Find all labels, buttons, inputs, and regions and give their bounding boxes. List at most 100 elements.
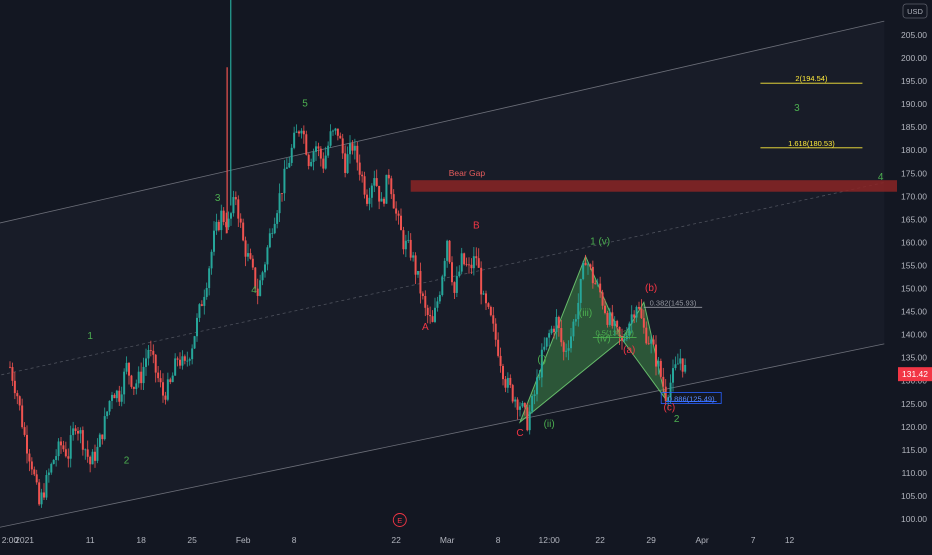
candle-body (594, 283, 597, 285)
candle-body (84, 449, 87, 451)
candle-body (536, 377, 538, 395)
candle-body (509, 377, 512, 386)
candle-body (674, 364, 677, 369)
price-tick-label: 205.00 (901, 30, 927, 40)
wave-label: (ii) (544, 419, 555, 430)
candle-body (79, 430, 82, 434)
candle-body (193, 336, 196, 349)
candle-body (596, 283, 599, 285)
candle-body (468, 264, 470, 266)
candle-body (555, 316, 558, 333)
candle-body (414, 255, 417, 275)
candle-body (436, 301, 439, 308)
candle-body (317, 146, 320, 149)
candle-body (589, 264, 592, 267)
candle-body (419, 271, 422, 294)
candle-body (650, 339, 653, 344)
candle-body (460, 253, 463, 272)
candle-body (485, 293, 487, 304)
candle-body (290, 147, 293, 163)
candle-body (480, 267, 483, 295)
fib-label: 0.382(145.93) (650, 298, 697, 307)
price-tick-label: 110.00 (902, 468, 928, 478)
wave-label: (a) (623, 345, 635, 356)
candle-body (523, 403, 526, 408)
candle-body (368, 197, 371, 204)
candle-body (137, 371, 140, 384)
candle-body (672, 368, 674, 383)
time-tick-label: Mar (440, 535, 455, 545)
candle-body (120, 394, 123, 402)
price-tick-label: 150.00 (901, 284, 927, 294)
time-tick-label: 2021 (15, 535, 34, 545)
wave-label: (b) (645, 283, 657, 294)
candle-body (647, 343, 650, 345)
currency-badge (902, 3, 928, 19)
candle-body (579, 279, 582, 303)
wave-label: 4 (878, 172, 884, 183)
bear-gap-rect (410, 180, 897, 192)
price-tick-label: 170.00 (901, 191, 927, 201)
candle-body (50, 463, 53, 473)
candle-body (492, 315, 495, 324)
price-tick-label: 180.00 (901, 145, 927, 155)
wave-label: 3 (215, 193, 221, 204)
candle-body (363, 176, 366, 195)
time-tick-label: Apr (696, 535, 709, 545)
candle-body (504, 379, 507, 388)
candle-body (152, 350, 155, 355)
price-axis[interactable]: 205.00 200.00 195.00 190.00 185.00 180.00 175.… (897, 0, 932, 550)
time-tick-label: 18 (136, 535, 146, 545)
candle-body (482, 293, 485, 295)
candle-body (276, 213, 279, 224)
candle-body (26, 434, 28, 454)
candle-body (601, 292, 604, 306)
candle-body (497, 339, 500, 356)
candle-body (198, 304, 201, 318)
candle-body (89, 456, 92, 465)
price-tick-label: 140.00 (901, 330, 927, 340)
candle-body (28, 453, 31, 462)
wave-label: A (422, 322, 429, 333)
candle-body (628, 323, 631, 336)
candle-body (227, 218, 230, 228)
candle-body (664, 386, 667, 402)
candle-body (599, 283, 602, 293)
candle-body (557, 316, 560, 329)
candle-body (538, 377, 541, 379)
candle-body (298, 131, 300, 134)
candle-body (266, 247, 269, 265)
candle-body (256, 288, 259, 296)
candle-body (40, 492, 43, 505)
candle-body (11, 367, 14, 381)
bear-gap-zone: Bear Gap (410, 168, 897, 192)
candle-body (312, 151, 315, 162)
candle-body (96, 446, 99, 461)
candle-body (448, 240, 451, 263)
candle-body (657, 360, 660, 367)
candle-body (162, 382, 164, 396)
candle-body (16, 393, 19, 397)
price-tick-label: 200.00 (901, 53, 927, 63)
candle-body (200, 304, 203, 306)
fib-box (660, 392, 722, 404)
candle-body (351, 143, 354, 151)
candle-body (38, 482, 41, 505)
candle-body (285, 167, 288, 169)
candle-body (545, 337, 548, 347)
candle-body (655, 344, 657, 367)
channel-upper-line (0, 20, 885, 224)
candle-body (196, 317, 198, 337)
candle-body (324, 155, 327, 169)
candle-body (346, 154, 349, 173)
candle-body (140, 371, 143, 384)
price-tick-label: 135.00 (901, 353, 927, 363)
candle-body (322, 158, 325, 169)
candle-body (446, 240, 449, 261)
candle-body (407, 239, 410, 241)
candle-body (608, 312, 611, 325)
time-tick-label: 25 (187, 535, 197, 545)
